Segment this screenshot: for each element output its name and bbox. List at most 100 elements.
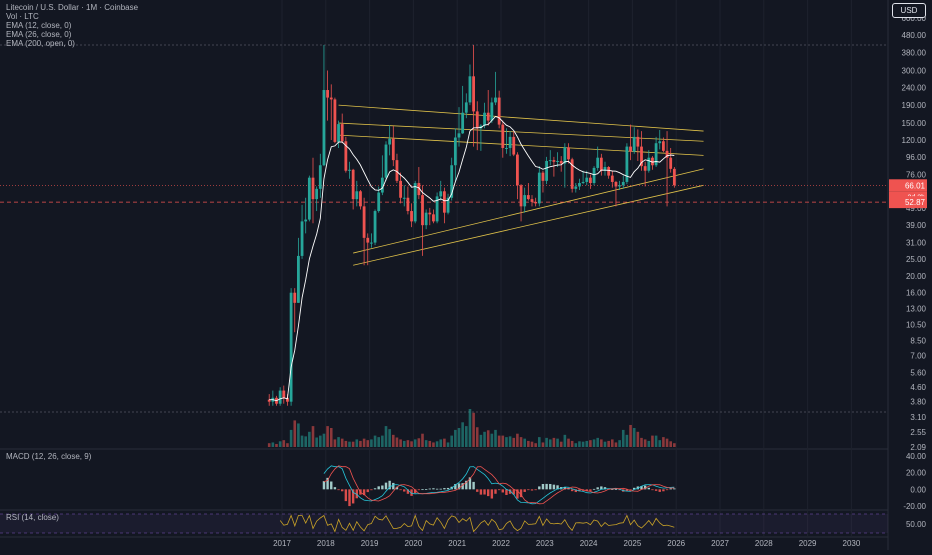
candle-body xyxy=(505,147,508,149)
rsi-band xyxy=(0,514,888,533)
rsi-tick-label: 50.00 xyxy=(906,520,927,529)
price-tick-label: 480.00 xyxy=(902,31,927,40)
candle-body xyxy=(307,177,311,220)
volume-bar xyxy=(457,428,461,447)
volume-bar xyxy=(490,433,494,447)
candle-body xyxy=(278,390,282,404)
candle-body xyxy=(665,150,669,158)
volume-bar xyxy=(308,431,311,447)
price-tick-label: 150.00 xyxy=(902,119,927,128)
candle-body xyxy=(326,90,329,98)
macd-histogram-bar xyxy=(614,489,618,490)
volume-bar xyxy=(494,429,497,447)
price-tick-label: 10.50 xyxy=(906,321,927,330)
volume-bar xyxy=(267,443,271,447)
time-tick-label: 2023 xyxy=(536,539,554,548)
candle-body xyxy=(424,212,428,226)
volume-bar xyxy=(611,439,614,447)
time-tick-label: 2020 xyxy=(405,539,423,548)
candle-body xyxy=(297,255,300,303)
volume-bar xyxy=(340,438,344,447)
candle-body xyxy=(421,195,424,226)
candle-body xyxy=(475,111,479,129)
candle-body xyxy=(574,186,578,189)
volume-bar xyxy=(486,430,490,447)
volume-bar xyxy=(271,442,275,447)
macd-histogram-bar xyxy=(618,489,621,491)
candle-body xyxy=(373,211,377,243)
volume-bar xyxy=(607,440,610,447)
candle-body xyxy=(457,133,461,138)
candle-body xyxy=(318,165,322,189)
volume-bar xyxy=(348,441,351,447)
macd-histogram-bar xyxy=(435,488,439,490)
candle-body xyxy=(552,160,556,162)
volume-bar xyxy=(388,429,391,447)
time-tick-label: 2027 xyxy=(711,539,729,548)
macd-histogram-bar xyxy=(549,484,552,490)
candle-body xyxy=(388,138,392,145)
volume-bar xyxy=(282,440,286,447)
macd-histogram-bar xyxy=(384,482,388,490)
macd-histogram-bar xyxy=(501,489,504,493)
volume-bar xyxy=(304,436,307,447)
ema200-indicator-label[interactable]: EMA (200, open, 0) xyxy=(6,39,75,48)
volume-indicator-label[interactable]: Vol · LTC xyxy=(6,12,39,21)
candle-body xyxy=(377,192,381,212)
volume-bar xyxy=(322,433,326,447)
volume-bar xyxy=(665,438,669,447)
price-tick-label: 4.60 xyxy=(910,383,926,392)
symbol-title[interactable]: Litecoin / U.S. Dollar · 1M · Coinbase xyxy=(6,3,139,12)
time-tick-label: 2029 xyxy=(799,539,817,548)
volume-bar xyxy=(581,441,585,447)
ema12-indicator-label[interactable]: EMA (12, close, 0) xyxy=(6,21,72,30)
volume-bar xyxy=(589,440,592,447)
price-tick-label: 7.00 xyxy=(910,351,926,360)
candle-body xyxy=(362,206,366,238)
candle-body xyxy=(607,167,611,176)
macd-pane-label[interactable]: MACD (12, 26, close, 9) xyxy=(6,452,92,461)
macd-histogram-bar xyxy=(658,489,661,492)
candle-body xyxy=(461,112,465,134)
volume-bar xyxy=(326,426,329,447)
candle-body xyxy=(435,196,439,222)
candle-body xyxy=(486,112,490,121)
time-tick-label: 2030 xyxy=(843,539,861,548)
volume-bar xyxy=(428,440,432,447)
volume-bar xyxy=(293,420,297,447)
candle-body xyxy=(530,199,534,202)
volume-bar xyxy=(643,439,647,447)
macd-histogram-bar xyxy=(403,489,406,492)
volume-bar xyxy=(275,443,278,447)
macd-histogram-bar xyxy=(519,489,523,498)
trendline xyxy=(338,104,704,132)
rsi-pane-label[interactable]: RSI (14, close) xyxy=(6,513,59,522)
volume-bar xyxy=(625,434,629,447)
candle-body xyxy=(355,191,359,200)
volume-bar xyxy=(662,437,665,447)
macd-histogram-bar xyxy=(446,487,450,490)
macd-histogram-bar xyxy=(388,480,391,490)
ema26-indicator-label[interactable]: EMA (26, close, 0) xyxy=(6,30,72,39)
macd-tick-label: 0.00 xyxy=(910,485,926,494)
macd-histogram-bar xyxy=(669,488,672,490)
volume-bar xyxy=(337,437,340,447)
volume-bar xyxy=(559,441,563,447)
macd-histogram-bar xyxy=(424,489,428,490)
volume-bar xyxy=(534,443,537,447)
volume-bar xyxy=(618,440,621,447)
candle-body xyxy=(567,147,570,160)
macd-histogram-bar xyxy=(512,489,515,495)
candle-body xyxy=(432,214,435,222)
macd-histogram-bar xyxy=(421,489,424,491)
candle-body xyxy=(570,159,574,189)
last-price-label-bg xyxy=(889,179,927,192)
currency-button[interactable]: USD xyxy=(892,3,926,18)
candle-body xyxy=(662,141,665,151)
ema-line xyxy=(269,115,675,402)
price-tick-label: 2.09 xyxy=(910,443,926,452)
candle-body xyxy=(578,183,581,187)
macd-histogram-bar xyxy=(341,489,344,492)
